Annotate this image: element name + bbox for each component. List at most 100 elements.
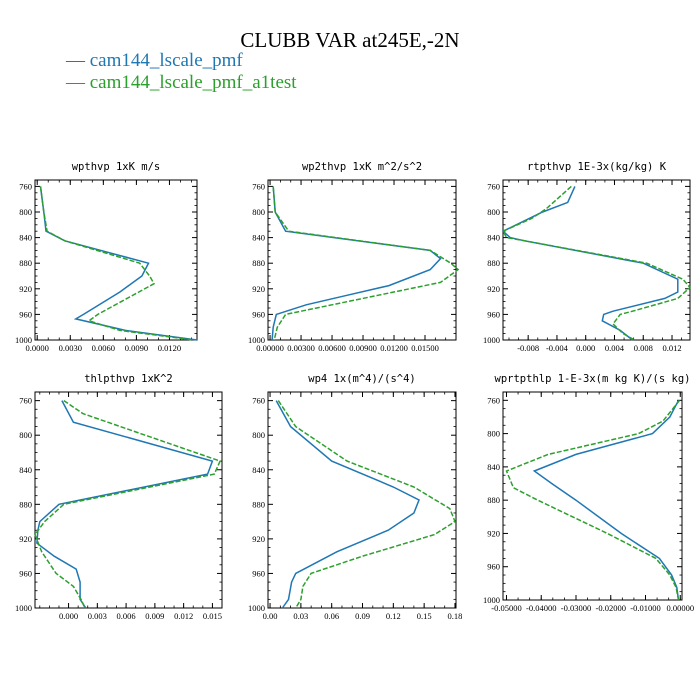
series-line-2 xyxy=(277,400,456,609)
series-line-2 xyxy=(505,399,681,601)
x-tick-label: 0.015 xyxy=(203,611,222,621)
y-tick-label: 1000 xyxy=(483,335,500,345)
x-tick-label: 0.0060 xyxy=(92,343,115,353)
y-tick-label: 960 xyxy=(487,309,500,319)
legend: — cam144_lscale_pmf — cam144_lscale_pmf_… xyxy=(66,50,297,94)
panel-4: thlpthvp 1xK^2 760 800 840 880 920 960 1000 0.00… xyxy=(15,373,223,621)
y-tick-label: 880 xyxy=(19,258,32,268)
series-line-2 xyxy=(34,399,222,609)
legend-item-2: — cam144_lscale_pmf_a1test xyxy=(66,72,297,93)
y-tick-label: 1000 xyxy=(15,603,32,613)
y-tick-label: 920 xyxy=(487,284,500,294)
x-tick-label: -0.03000 xyxy=(561,603,591,613)
x-tick-label: 0.00000 xyxy=(256,343,284,353)
y-tick-label: 760 xyxy=(19,396,32,406)
y-tick-label: 760 xyxy=(252,181,265,191)
x-tick-label: 0.000 xyxy=(59,611,78,621)
y-tick-label: 760 xyxy=(19,181,32,191)
legend-label-1: cam144_lscale_pmf xyxy=(89,50,243,71)
panel-3: rtpthvp 1E-3x(kg/kg) K 760 800 840 880 920 960… xyxy=(483,161,692,353)
plot-frame xyxy=(502,391,683,601)
y-tick-label: 1000 xyxy=(248,335,265,345)
y-tick-label: 920 xyxy=(19,284,32,294)
x-tick-label: 0.09 xyxy=(355,611,370,621)
x-tick-label: -0.004 xyxy=(546,343,569,353)
y-tick-label: 1000 xyxy=(483,595,500,605)
x-tick-label: 0.003 xyxy=(88,611,107,621)
y-tick-label: 840 xyxy=(252,233,265,243)
y-tick-label: 920 xyxy=(252,534,265,544)
y-tick-label: 960 xyxy=(487,562,500,572)
series-line-1 xyxy=(501,186,679,341)
x-tick-label: 0.008 xyxy=(634,343,653,353)
x-tick-label: 0.06 xyxy=(324,611,339,621)
x-tick-label: -0.05000 xyxy=(491,603,521,613)
x-tick-label: 0.012 xyxy=(662,343,681,353)
x-tick-label: 0.00 xyxy=(263,611,278,621)
y-tick-label: 920 xyxy=(19,534,32,544)
x-tick-label: 0.0090 xyxy=(125,343,148,353)
y-tick-label: 800 xyxy=(19,207,32,217)
y-tick-label: 760 xyxy=(252,396,265,406)
x-tick-label: 0.01500 xyxy=(411,343,439,353)
y-tick-label: 800 xyxy=(252,207,265,217)
x-tick-label: 0.000 xyxy=(576,343,595,353)
x-tick-label: 0.0000 xyxy=(26,343,49,353)
x-tick-label: 0.006 xyxy=(117,611,136,621)
x-tick-label: -0.01000 xyxy=(630,603,660,613)
x-tick-label: 0.03 xyxy=(293,611,308,621)
y-tick-label: 880 xyxy=(19,499,32,509)
series-line-1 xyxy=(532,399,680,601)
y-tick-label: 1000 xyxy=(15,335,32,345)
plot-frame xyxy=(267,391,457,609)
panel-title: rtpthvp 1E-3x(kg/kg) K xyxy=(527,161,667,173)
y-tick-label: 960 xyxy=(252,568,265,578)
y-tick-label: 880 xyxy=(252,499,265,509)
y-tick-label: 840 xyxy=(487,462,500,472)
x-tick-label: 0.01200 xyxy=(380,343,408,353)
series-line-1 xyxy=(275,400,420,609)
y-tick-label: 960 xyxy=(19,568,32,578)
x-tick-label: 0.00300 xyxy=(287,343,315,353)
panel-6: wprtpthlp 1-E-3x(m kg K)/(s kg) 760 800 840… xyxy=(483,373,694,613)
y-tick-label: 800 xyxy=(252,430,265,440)
plot-frame xyxy=(34,179,198,341)
panel-title: wpthvp 1xK m/s xyxy=(72,161,161,173)
legend-label-2: cam144_lscale_pmf_a1test xyxy=(89,72,297,93)
panel-1: wpthvp 1xK m/s76080084088092096010000.00… xyxy=(15,161,198,353)
x-tick-label: -0.04000 xyxy=(526,603,556,613)
x-tick-label: 0.00000 xyxy=(666,603,694,613)
y-tick-label: 1000 xyxy=(248,603,265,613)
y-tick-label: 880 xyxy=(487,258,500,268)
plot-frame xyxy=(502,179,691,341)
x-tick-label: 0.012 xyxy=(174,611,193,621)
series-line-2 xyxy=(39,186,194,341)
y-tick-label: 840 xyxy=(19,465,32,475)
x-tick-label: 0.00600 xyxy=(318,343,346,353)
x-tick-label: 0.00900 xyxy=(349,343,377,353)
x-tick-label: 0.0120 xyxy=(158,343,181,353)
y-tick-label: 800 xyxy=(487,429,500,439)
legend-item-1: — cam144_lscale_pmf xyxy=(66,50,243,71)
x-tick-label: 0.0030 xyxy=(59,343,82,353)
y-tick-label: 960 xyxy=(19,309,32,319)
series-line-1 xyxy=(271,186,442,341)
plot-frame xyxy=(34,391,223,609)
y-tick-label: 960 xyxy=(252,309,265,319)
x-tick-label: 0.18 xyxy=(448,611,463,621)
x-tick-label: 0.009 xyxy=(145,611,164,621)
y-tick-label: 760 xyxy=(487,181,500,191)
panel-title: thlpthvp 1xK^2 xyxy=(84,373,173,385)
x-tick-label: 0.12 xyxy=(386,611,401,621)
series-line-2 xyxy=(501,185,692,341)
y-tick-label: 800 xyxy=(487,207,500,217)
y-tick-label: 920 xyxy=(252,284,265,294)
x-tick-label: -0.02000 xyxy=(596,603,626,613)
x-tick-label: 0.15 xyxy=(417,611,432,621)
panel-title: wp4 1x(m^4)/(s^4) xyxy=(308,373,415,385)
panel-title: wp2thvp 1xK m^2/s^2 xyxy=(302,161,422,173)
series-line-2 xyxy=(272,186,460,341)
series-line-1 xyxy=(39,186,198,341)
x-tick-label: 0.004 xyxy=(605,343,625,353)
